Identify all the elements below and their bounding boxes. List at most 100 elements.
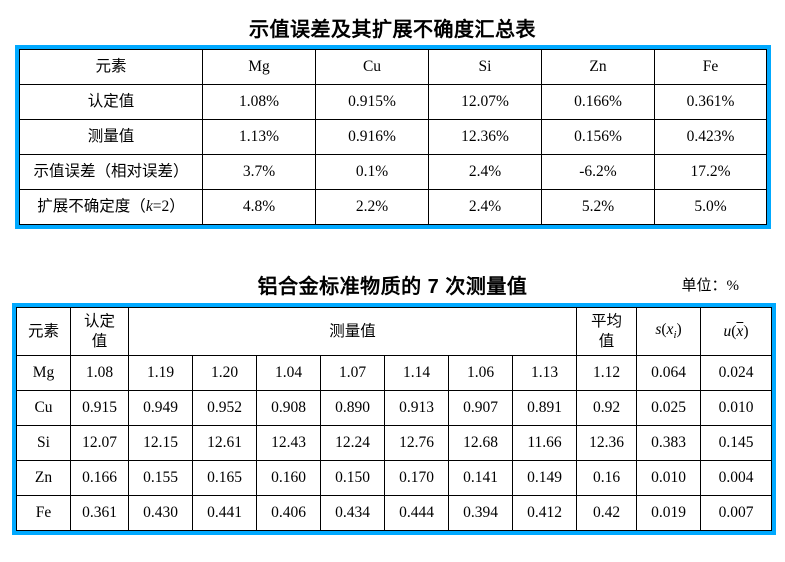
measurement-cell: 0.908 [256,390,321,426]
value-cell: 0.166% [541,84,655,120]
measurement-cell: 0.406 [256,495,321,531]
element-cell: Cu [16,390,71,426]
unit-label: 单位：% [681,278,740,294]
measurements-table: 元素 认定值 测量值 平均值 s(xi) u(x) Mg 1.08 1.19 1… [16,307,772,531]
row-label: 认定值 [19,84,203,120]
header-certified: 认定值 [70,307,129,356]
u-cell: 0.145 [700,425,772,461]
measurement-cell: 0.890 [320,390,385,426]
header-cell: 元素 [19,49,203,85]
measurements-table-container[interactable]: 元素 认定值 测量值 平均值 s(xi) u(x) Mg 1.08 1.19 1… [12,303,776,535]
certified-cell: 12.07 [70,425,129,461]
header-mean: 平均值 [576,307,637,356]
measurement-cell: 12.76 [384,425,449,461]
certified-cell: 1.08 [70,355,129,391]
header-measured: 测量值 [128,307,577,356]
certified-cell: 0.915 [70,390,129,426]
table-row-header: 元素 Mg Cu Si Zn Fe [19,49,767,85]
header-element: 元素 [16,307,71,356]
measurement-cell: 0.444 [384,495,449,531]
mean-cell: 12.36 [576,425,637,461]
value-cell: 17.2% [654,154,767,190]
measurement-cell: 0.913 [384,390,449,426]
table-row-fe: Fe 0.361 0.430 0.441 0.406 0.434 0.444 0… [16,495,772,531]
value-cell: 2.2% [315,189,429,225]
measurement-cell: 0.430 [128,495,193,531]
value-cell: 1.08% [202,84,316,120]
measurement-cell: 12.43 [256,425,321,461]
header-cell: Cu [315,49,429,85]
table-row-uncertainty: 扩展不确定度（k=2） 4.8% 2.2% 2.4% 5.2% 5.0% [19,189,767,225]
element-cell: Si [16,425,71,461]
mean-cell: 0.42 [576,495,637,531]
mean-cell: 1.12 [576,355,637,391]
measurement-cell: 0.412 [512,495,577,531]
table-row-header: 元素 认定值 测量值 平均值 s(xi) u(x) [16,307,772,356]
measurement-cell: 0.141 [448,460,513,496]
certified-cell: 0.166 [70,460,129,496]
value-cell: 5.2% [541,189,655,225]
measurement-cell: 12.61 [192,425,257,461]
mean-cell: 0.92 [576,390,637,426]
s-cell: 0.383 [636,425,701,461]
value-cell: 12.07% [428,84,542,120]
header-s-xi: s(xi) [636,307,701,356]
row-label: 示值误差（相对误差） [19,154,203,190]
s-cell: 0.025 [636,390,701,426]
measurement-cell: 1.04 [256,355,321,391]
measurement-cell: 1.06 [448,355,513,391]
summary-table-container[interactable]: 元素 Mg Cu Si Zn Fe 认定值 1.08% 0.915% 12.07… [15,45,771,229]
table-row-error: 示值误差（相对误差） 3.7% 0.1% 2.4% -6.2% 17.2% [19,154,767,190]
measurement-cell: 0.434 [320,495,385,531]
table-row-zn: Zn 0.166 0.155 0.165 0.160 0.150 0.170 0… [16,460,772,496]
value-cell: 1.13% [202,119,316,155]
table-row-cu: Cu 0.915 0.949 0.952 0.908 0.890 0.913 0… [16,390,772,426]
measurement-cell: 12.24 [320,425,385,461]
measurement-cell: 0.441 [192,495,257,531]
measurement-cell: 11.66 [512,425,577,461]
header-u-xbar: u(x) [700,307,772,356]
element-cell: Mg [16,355,71,391]
table-row-mg: Mg 1.08 1.19 1.20 1.04 1.07 1.14 1.06 1.… [16,355,772,391]
measurement-cell: 1.19 [128,355,193,391]
s-cell: 0.019 [636,495,701,531]
measurement-cell: 12.68 [448,425,513,461]
element-cell: Zn [16,460,71,496]
u-cell: 0.007 [700,495,772,531]
value-cell: 0.423% [654,119,767,155]
measurement-cell: 0.907 [448,390,513,426]
value-cell: 0.1% [315,154,429,190]
header-cell: Si [428,49,542,85]
table2-title: 铝合金标准物质的 7 次测量值 [257,276,528,298]
summary-table: 元素 Mg Cu Si Zn Fe 认定值 1.08% 0.915% 12.07… [19,49,767,225]
value-cell: 2.4% [428,189,542,225]
table-row-measured: 测量值 1.13% 0.916% 12.36% 0.156% 0.423% [19,119,767,155]
measurement-cell: 0.149 [512,460,577,496]
measurement-cell: 0.891 [512,390,577,426]
value-cell: -6.2% [541,154,655,190]
row-label: 测量值 [19,119,203,155]
measurement-cell: 1.13 [512,355,577,391]
value-cell: 0.156% [541,119,655,155]
measurement-cell: 0.150 [320,460,385,496]
u-cell: 0.004 [700,460,772,496]
header-cell: Mg [202,49,316,85]
measurement-cell: 0.160 [256,460,321,496]
measurement-cell: 1.20 [192,355,257,391]
value-cell: 4.8% [202,189,316,225]
table-row-si: Si 12.07 12.15 12.61 12.43 12.24 12.76 1… [16,425,772,461]
measurement-cell: 0.155 [128,460,193,496]
table1-title: 示值误差及其扩展不确度汇总表 [249,19,536,41]
measurement-cell: 0.394 [448,495,513,531]
certified-cell: 0.361 [70,495,129,531]
header-cell: Zn [541,49,655,85]
measurement-cell: 1.14 [384,355,449,391]
measurement-cell: 0.949 [128,390,193,426]
measurement-cell: 0.170 [384,460,449,496]
value-cell: 2.4% [428,154,542,190]
table-row-certified: 认定值 1.08% 0.915% 12.07% 0.166% 0.361% [19,84,767,120]
measurement-cell: 1.07 [320,355,385,391]
value-cell: 0.915% [315,84,429,120]
value-cell: 3.7% [202,154,316,190]
